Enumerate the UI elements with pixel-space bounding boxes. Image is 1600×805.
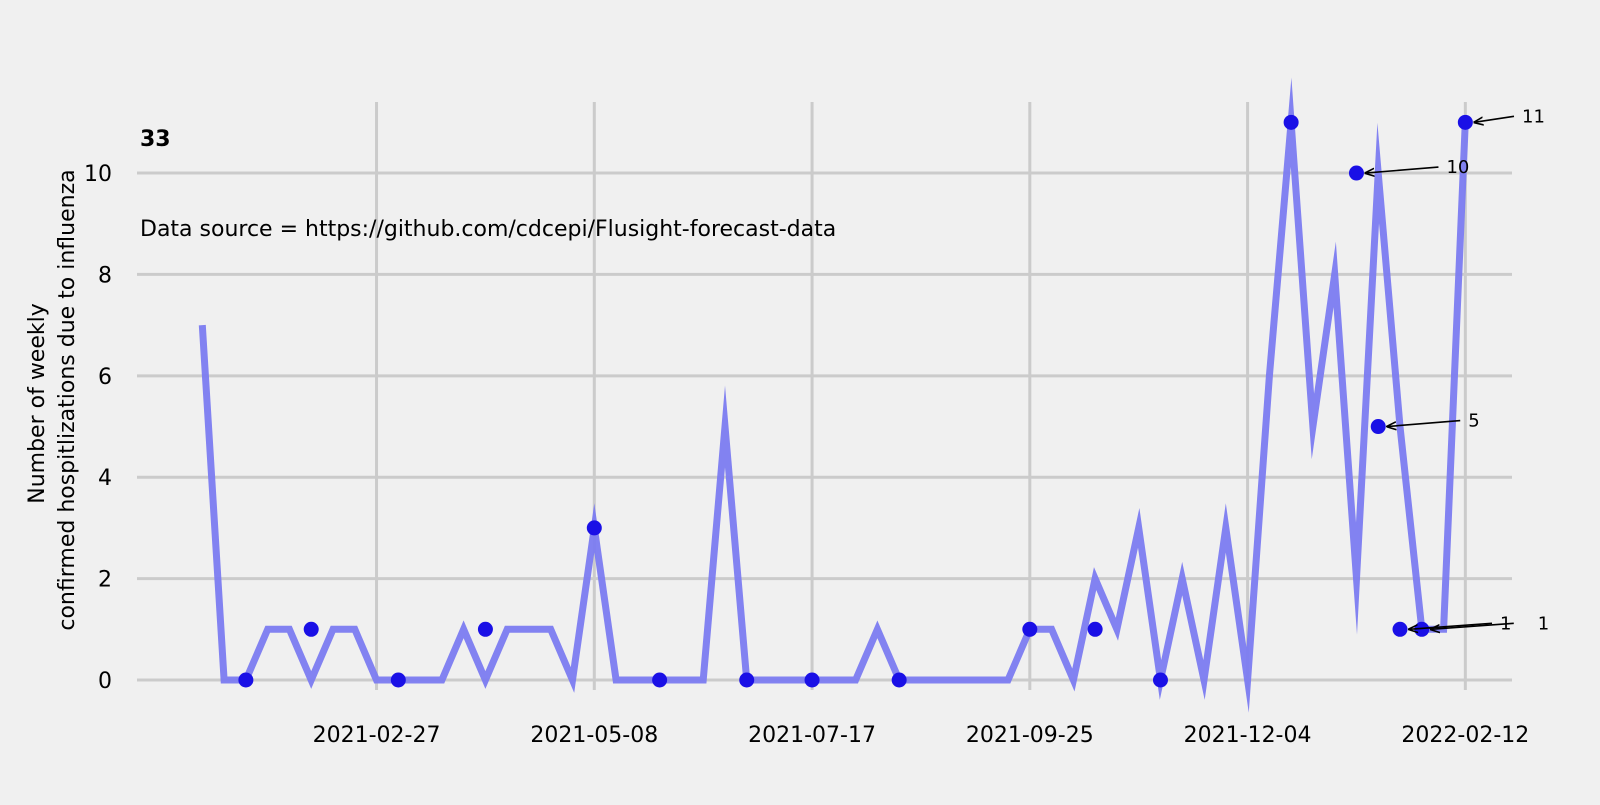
data-source-note: Data source = https://github.com/cdcepi/… bbox=[140, 217, 836, 242]
y-tick-label: 0 bbox=[98, 669, 112, 694]
data-point bbox=[390, 672, 406, 688]
annotation-label: 10 bbox=[1446, 157, 1469, 178]
y-tick-label: 2 bbox=[98, 568, 112, 593]
y-tick-label: 8 bbox=[98, 263, 112, 288]
data-point bbox=[1348, 165, 1364, 181]
x-tick-label: 2022-02-12 bbox=[1401, 723, 1529, 748]
series-line bbox=[198, 77, 1469, 713]
grid bbox=[137, 102, 1512, 690]
data-point bbox=[1152, 672, 1168, 688]
y-tick-label: 10 bbox=[84, 162, 112, 187]
y-tick-label: 6 bbox=[98, 365, 112, 390]
x-tick-label: 2021-05-08 bbox=[530, 723, 658, 748]
data-point bbox=[1392, 621, 1408, 637]
x-tick-label: 2021-09-25 bbox=[966, 723, 1094, 748]
series bbox=[198, 77, 1469, 713]
annotation-arrow bbox=[1365, 166, 1439, 173]
data-point bbox=[652, 672, 668, 688]
annotation-arrow bbox=[1409, 622, 1493, 629]
y-axis-label: Number of weekly confirmed hospitlizatio… bbox=[25, 169, 80, 630]
annotation-arrow bbox=[1387, 419, 1461, 427]
annotation-arrow bbox=[1474, 115, 1515, 122]
data-point bbox=[586, 520, 602, 536]
data-point bbox=[1370, 419, 1386, 435]
panel-title: 33 bbox=[140, 127, 171, 152]
markers bbox=[238, 114, 1473, 688]
annotation-label: 11 bbox=[1522, 106, 1545, 127]
annotation-arrow bbox=[1431, 622, 1514, 629]
data-point bbox=[1022, 621, 1038, 637]
x-tick-label: 2021-02-27 bbox=[313, 723, 441, 748]
data-point bbox=[303, 621, 319, 637]
data-point bbox=[1457, 114, 1473, 130]
data-point bbox=[891, 672, 907, 688]
data-point bbox=[804, 672, 820, 688]
data-point bbox=[1283, 114, 1299, 130]
data-point bbox=[1087, 621, 1103, 637]
y-tick-label: 4 bbox=[98, 466, 112, 491]
data-point bbox=[238, 672, 254, 688]
x-tick-label: 2021-07-17 bbox=[748, 723, 876, 748]
x-tick-label: 2021-12-04 bbox=[1184, 723, 1312, 748]
y-axis-label-line-1: Number of weekly bbox=[25, 303, 50, 504]
data-point bbox=[477, 621, 493, 637]
annotation-label: 1 bbox=[1538, 613, 1549, 634]
y-axis-label-line-2: confirmed hospitlizations due to influen… bbox=[55, 169, 80, 630]
data-point bbox=[739, 672, 755, 688]
tick-labels: 0 2 4 6 8 10 2021-02-27 2021-05-08 2021-07-17 202… bbox=[84, 162, 1529, 748]
annotation-label: 5 bbox=[1468, 411, 1479, 432]
